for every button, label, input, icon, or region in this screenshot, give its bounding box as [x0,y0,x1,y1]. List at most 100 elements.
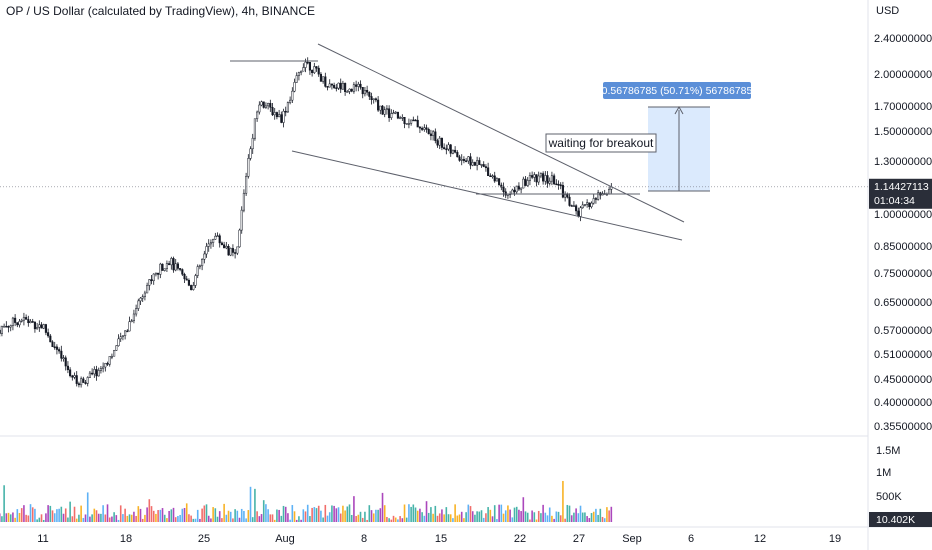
volume-bar [287,513,289,522]
volume-bar [326,515,329,522]
candle-body [548,180,551,184]
measure-arrow-head [674,105,684,115]
volume-tick-label: 1M [876,467,891,479]
candle-body [148,279,151,286]
candle-body [137,300,140,309]
volume-bar [535,519,538,522]
candle-body [427,129,430,135]
candle-body [557,183,560,186]
volume-bar [62,513,65,522]
volume-bar [317,505,320,522]
candle-body [264,105,267,108]
candle-body [84,382,87,384]
candle-body [575,205,578,212]
volume-bar [196,509,199,522]
candle-body [374,98,377,101]
candle-body [405,123,408,125]
candle-body [438,137,441,146]
volume-bar [372,513,375,522]
candle-body [33,321,36,330]
candle-body [36,327,39,330]
candle-body [88,372,91,378]
candle-body [253,118,256,139]
volume-bar [531,510,533,522]
volume-bar [236,510,239,522]
candle-body [218,235,221,244]
candle-body [128,321,131,332]
candle-body [95,369,98,377]
volume-bar [579,505,582,522]
candle-body [234,252,237,254]
candle-body [69,369,72,377]
volume-bar [289,519,291,522]
countdown-value: 01:04:34 [874,195,915,207]
volume-bar [5,513,8,522]
y-tick-label: 0.35500000 [874,421,932,433]
candle-body [139,297,142,302]
x-tick-label: 27 [573,533,585,545]
volume-bar [460,511,463,522]
candle-body [223,244,226,249]
volume-bar [397,519,399,522]
volume-bar [581,512,584,522]
candle-body [480,164,483,166]
candle-body [201,259,204,267]
candle-body [449,144,452,154]
volume-bar [291,505,294,522]
volume-bar [344,510,346,522]
candle-body [330,83,333,86]
volume-bar [216,516,219,522]
candle-body [484,166,487,168]
volume-bar [302,509,305,522]
volume-bar [361,517,364,522]
candle-body [280,114,283,123]
candle-body [143,292,146,297]
candle-body [229,248,232,256]
volume-bar [529,519,531,522]
candle-body [62,357,65,360]
x-tick-label: 19 [829,533,841,545]
volume-bar [148,499,151,522]
volume-last-tag [869,512,932,527]
volume-bar [58,508,60,522]
volume-bar [152,510,155,522]
volume-bar [570,515,573,522]
volume-bar [265,504,267,522]
volume-bar [357,514,360,522]
volume-bar [174,517,177,522]
candle-body [588,202,591,208]
candle-body [465,160,468,162]
candle-body [476,160,479,166]
volume-bar [553,518,555,522]
candle-body [214,235,217,240]
volume-bar [427,512,430,522]
candle-body [577,210,580,217]
x-tick-label: 15 [435,533,447,545]
x-tick-label: 12 [754,533,766,545]
x-tick-label: 22 [514,533,526,545]
candle-body [304,61,307,68]
candle-body [337,82,340,89]
volume-bar [500,504,503,522]
volume-bar [480,510,483,522]
y-tick-label: 0.57000000 [874,325,932,337]
volume-bar [399,516,401,522]
volume-bar [342,505,344,522]
x-tick-label: 18 [120,533,132,545]
volume-bar [256,511,258,522]
candle-body [467,156,470,162]
candle-body [260,101,263,106]
candle-body [5,325,8,328]
volume-bar [485,513,487,522]
volume-bar [212,507,214,522]
candle-body [346,91,349,93]
volume-bar [491,516,494,522]
x-tick-label: 6 [688,533,694,545]
volume-bar [509,509,511,522]
y-tick-label: 0.75000000 [874,268,932,280]
volume-bar [31,507,34,522]
candle-body [172,258,175,271]
volume-bar [322,517,324,522]
volume-bar [551,515,553,522]
